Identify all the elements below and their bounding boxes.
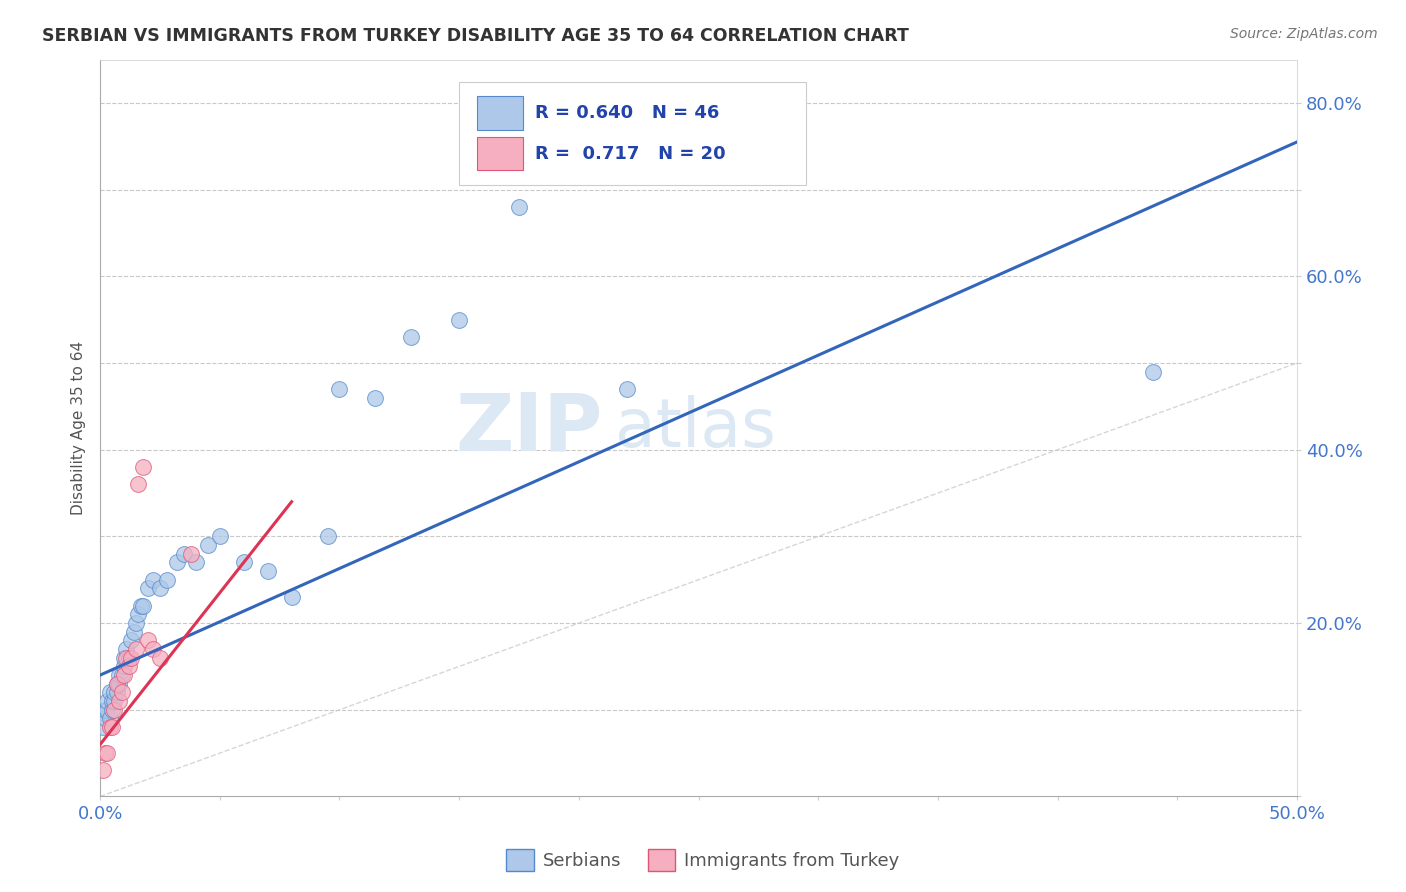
Point bbox=[94, 703, 117, 717]
Point bbox=[101, 720, 124, 734]
Point bbox=[132, 460, 155, 475]
Point bbox=[118, 650, 141, 665]
Point bbox=[98, 685, 121, 699]
Text: SERBIAN VS IMMIGRANTS FROM TURKEY DISABILITY AGE 35 TO 64 CORRELATION CHART: SERBIAN VS IMMIGRANTS FROM TURKEY DISABI… bbox=[42, 27, 910, 45]
Point bbox=[112, 659, 135, 673]
Point bbox=[132, 599, 155, 613]
Point bbox=[105, 677, 128, 691]
Point bbox=[111, 668, 134, 682]
Point bbox=[96, 746, 118, 760]
Text: R =  0.717   N = 20: R = 0.717 N = 20 bbox=[534, 145, 725, 163]
Point bbox=[184, 555, 207, 569]
Point bbox=[129, 599, 152, 613]
Point bbox=[94, 711, 117, 725]
Point bbox=[127, 477, 149, 491]
Point bbox=[115, 642, 138, 657]
Point bbox=[156, 573, 179, 587]
Point bbox=[105, 677, 128, 691]
Point bbox=[166, 555, 188, 569]
Point bbox=[125, 642, 148, 657]
Text: ZIP: ZIP bbox=[456, 389, 603, 467]
Point bbox=[328, 382, 350, 396]
Point bbox=[125, 616, 148, 631]
Point bbox=[180, 547, 202, 561]
Point bbox=[111, 685, 134, 699]
Point bbox=[208, 529, 231, 543]
Point bbox=[127, 607, 149, 622]
FancyBboxPatch shape bbox=[460, 82, 806, 185]
Point bbox=[508, 200, 530, 214]
Point bbox=[120, 633, 142, 648]
Point bbox=[449, 312, 471, 326]
Point bbox=[101, 694, 124, 708]
Point bbox=[91, 720, 114, 734]
Point bbox=[122, 624, 145, 639]
Point bbox=[149, 650, 172, 665]
Y-axis label: Disability Age 35 to 64: Disability Age 35 to 64 bbox=[72, 341, 86, 515]
Point bbox=[142, 573, 165, 587]
Point bbox=[108, 694, 131, 708]
Point bbox=[316, 529, 339, 543]
Point bbox=[96, 703, 118, 717]
Point bbox=[616, 382, 638, 396]
Point bbox=[103, 685, 125, 699]
Point bbox=[232, 555, 254, 569]
Point bbox=[120, 650, 142, 665]
Point bbox=[197, 538, 219, 552]
Text: Source: ZipAtlas.com: Source: ZipAtlas.com bbox=[1230, 27, 1378, 41]
Point bbox=[142, 642, 165, 657]
Point bbox=[173, 547, 195, 561]
Legend: Serbians, Immigrants from Turkey: Serbians, Immigrants from Turkey bbox=[499, 842, 907, 879]
Point bbox=[96, 694, 118, 708]
Text: atlas: atlas bbox=[614, 395, 776, 461]
Text: R = 0.640   N = 46: R = 0.640 N = 46 bbox=[534, 104, 718, 122]
Bar bbox=[477, 96, 523, 129]
Point bbox=[256, 564, 278, 578]
Bar bbox=[477, 137, 523, 170]
Point bbox=[103, 694, 125, 708]
Point bbox=[136, 633, 159, 648]
Point bbox=[91, 764, 114, 778]
Point bbox=[364, 391, 387, 405]
Point bbox=[1142, 365, 1164, 379]
Point bbox=[105, 685, 128, 699]
Point bbox=[112, 668, 135, 682]
Point bbox=[118, 659, 141, 673]
Point bbox=[280, 590, 302, 604]
Point bbox=[101, 703, 124, 717]
Point bbox=[98, 720, 121, 734]
Point bbox=[108, 677, 131, 691]
Point bbox=[108, 668, 131, 682]
Point bbox=[115, 650, 138, 665]
Point bbox=[401, 330, 423, 344]
Point bbox=[103, 703, 125, 717]
Point bbox=[149, 582, 172, 596]
Point bbox=[112, 650, 135, 665]
Point bbox=[94, 746, 117, 760]
Point bbox=[98, 711, 121, 725]
Point bbox=[136, 582, 159, 596]
